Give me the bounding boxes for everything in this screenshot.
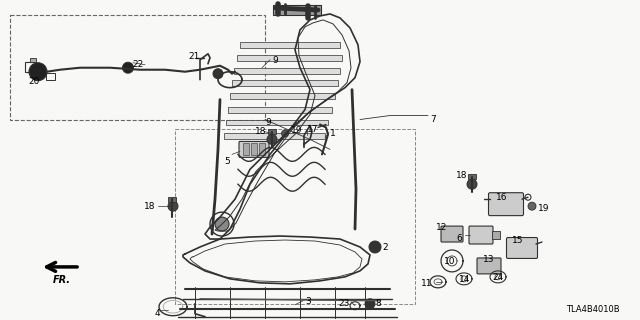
Text: 22: 22 [132,60,143,69]
Text: 8: 8 [375,299,381,308]
Bar [30,58,36,62]
Bar [226,119,328,125]
Circle shape [122,62,134,73]
Text: FR.: FR. [53,275,71,285]
Text: 21: 21 [188,52,200,61]
Text: 18: 18 [255,127,266,136]
Bar [234,68,340,74]
Text: 14: 14 [460,275,470,284]
Bar [268,130,276,134]
Text: 9: 9 [272,56,278,65]
Text: 9: 9 [265,117,271,126]
Bar [175,130,415,304]
Bar [237,55,342,61]
Text: 16: 16 [496,193,508,202]
Circle shape [215,217,229,231]
Circle shape [282,130,289,137]
Text: 18: 18 [144,202,156,211]
Bar [25,62,35,72]
Text: 15: 15 [512,236,524,245]
Bar [251,143,257,156]
Bar [168,197,176,202]
Text: 11: 11 [420,279,432,288]
Text: 6: 6 [456,234,462,243]
Bar [228,107,332,113]
Text: 18: 18 [456,171,468,180]
FancyBboxPatch shape [477,258,501,274]
Text: 1: 1 [330,130,336,139]
FancyBboxPatch shape [488,193,524,216]
Text: 10: 10 [444,257,456,266]
Bar [230,92,335,99]
Bar [259,143,265,156]
Bar [243,143,249,156]
Circle shape [29,63,47,81]
FancyBboxPatch shape [506,237,538,259]
Text: TLA4B4010B: TLA4B4010B [566,305,620,314]
Text: 20: 20 [28,77,40,86]
Circle shape [369,241,381,253]
Circle shape [365,299,375,309]
Text: 2: 2 [382,243,388,252]
Text: 13: 13 [483,255,495,264]
Text: 5: 5 [224,157,230,166]
Bar [468,174,476,179]
FancyBboxPatch shape [239,141,269,157]
Circle shape [528,202,536,210]
Text: 4: 4 [154,309,160,318]
Bar [224,133,325,140]
Bar [273,5,321,15]
Text: 3: 3 [305,297,311,306]
Text: 17: 17 [307,125,319,134]
Bar [240,42,340,48]
Bar [232,80,338,86]
Text: 19: 19 [538,204,550,213]
Bar [492,231,500,239]
Circle shape [267,134,277,144]
FancyBboxPatch shape [441,226,463,242]
Circle shape [213,69,223,79]
Bar [10,15,265,119]
Circle shape [168,201,178,211]
Text: 7: 7 [430,115,436,124]
Circle shape [467,179,477,189]
Text: 24: 24 [492,273,504,282]
Bar [46,73,55,80]
FancyBboxPatch shape [469,226,493,244]
Text: 12: 12 [436,223,448,232]
Text: 23: 23 [339,299,350,308]
Text: 19: 19 [291,126,303,135]
